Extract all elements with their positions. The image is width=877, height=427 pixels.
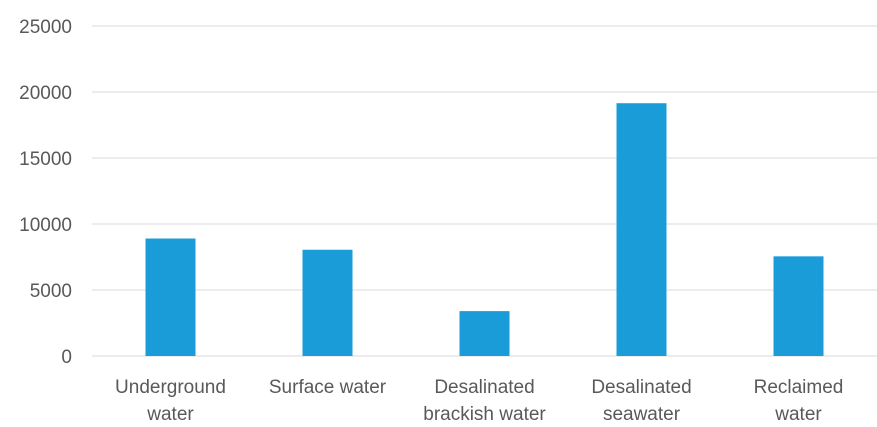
y-axis-ticks: 0 5000 10000 15000 20000 25000 [19,17,72,368]
x-category-label-line: brackish water [423,404,546,425]
x-category-label: Underground water [115,377,226,425]
x-category-label-line: seawater [603,404,681,425]
x-category-label: Surface water [269,377,387,398]
gridlines [92,25,877,357]
x-category-label-line: water [774,404,822,425]
x-category-label-line: water [146,404,194,425]
bar [616,103,667,356]
y-tick-label: 20000 [19,83,72,104]
x-category-label: Desalinated seawater [591,377,691,425]
x-category-label-line: Surface water [269,377,387,398]
y-tick-label: 0 [61,347,72,368]
x-category-label: Desalinated brackish water [423,377,546,425]
x-category-label: Reclaimed water [754,377,844,425]
y-tick-label: 10000 [19,215,72,236]
y-tick-label: 15000 [19,149,72,170]
x-category-label-line: Desalinated [591,377,691,398]
bar [773,256,824,356]
x-category-label-line: Desalinated [434,377,534,398]
bars [145,103,824,356]
x-category-label-line: Underground [115,377,226,398]
x-axis-labels: Underground water Surface water Desalinated… [115,377,843,425]
x-category-label-line: Reclaimed [754,377,844,398]
y-tick-label: 25000 [19,17,72,38]
bar [145,238,196,356]
y-tick-label: 5000 [30,281,72,302]
bar [302,249,353,356]
bar [459,311,510,356]
